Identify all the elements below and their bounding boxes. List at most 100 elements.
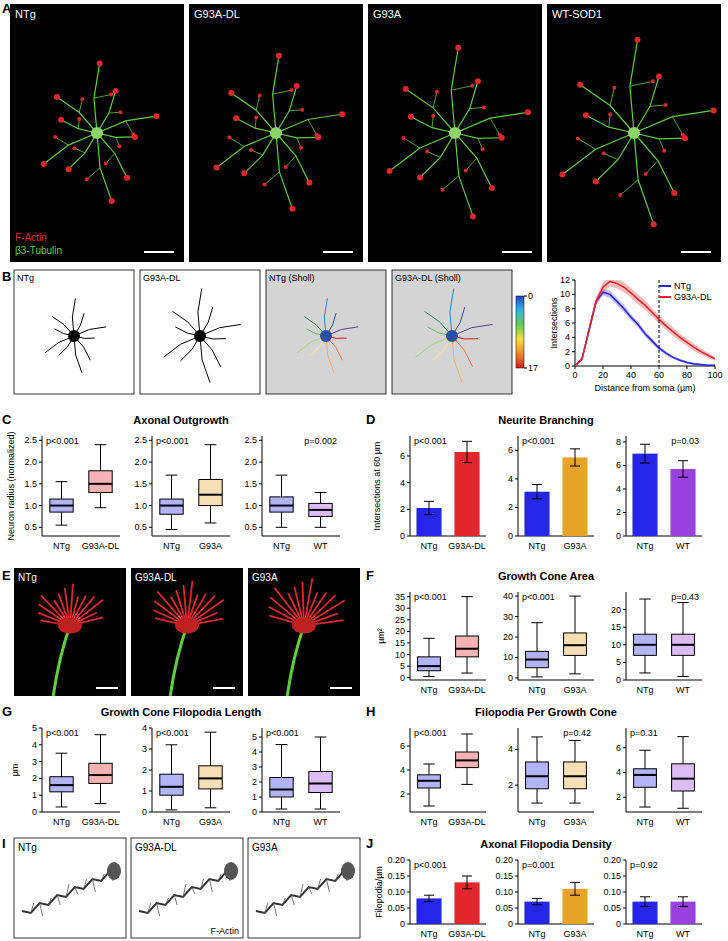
scale-bar [502, 251, 532, 253]
category-label: NTg [420, 817, 437, 827]
p-value: p<0.001 [46, 436, 79, 446]
y-tick [149, 749, 152, 750]
y-axis-label: µm [10, 764, 20, 777]
y-tick-label: 0 [508, 673, 513, 683]
y-tick [572, 337, 575, 338]
category-label: G93A-DL [448, 817, 486, 827]
soma [194, 330, 206, 342]
median [418, 780, 441, 782]
whisker [320, 737, 321, 772]
soma [68, 330, 80, 342]
whisker [537, 737, 538, 762]
p-value: p=0.42 [563, 728, 591, 738]
bar [416, 898, 441, 924]
tracing [14, 270, 134, 394]
category-label: NTg [420, 685, 437, 695]
whisker [281, 512, 282, 527]
whisker [467, 768, 468, 785]
category-label: G93A-DL [82, 541, 120, 551]
panel-letter: C [2, 412, 12, 427]
panel-letter: B [2, 269, 11, 284]
whisker [467, 734, 468, 752]
whisker-cap [205, 732, 217, 733]
y-tick [623, 512, 626, 513]
median [270, 789, 293, 791]
panel-letter: F [366, 568, 374, 583]
neurite [452, 336, 462, 383]
category-label: WT [676, 541, 690, 551]
whisker [61, 753, 62, 777]
y-tick-label: 2 [616, 507, 621, 517]
y-tick-label: 20 [503, 632, 513, 642]
scale-bar [144, 251, 174, 253]
y-tick [407, 924, 410, 925]
y-tick [407, 619, 410, 620]
whisker [171, 745, 172, 774]
growth-cone [711, 107, 717, 113]
box [456, 752, 479, 768]
y-tick-label: 4 [400, 478, 405, 488]
median [634, 774, 657, 776]
plot-area [416, 441, 479, 536]
neurite [94, 95, 111, 99]
y-tick-label: 2 [400, 789, 405, 799]
y-tick-label: 0 [616, 919, 621, 929]
micrograph-bg [248, 838, 360, 938]
error-bar [537, 898, 538, 904]
category-label: NTg [53, 541, 70, 551]
micrograph [189, 4, 363, 262]
y-tick-label: 0.10 [603, 887, 621, 897]
y-axis-label: Intersections at 60 µm [372, 442, 382, 531]
whisker [171, 475, 172, 499]
neurite [610, 88, 614, 106]
plot-area [418, 597, 479, 677]
tracing-bg [14, 270, 134, 394]
box [418, 775, 441, 788]
whisker-cap [461, 734, 472, 735]
image-label: G93A [252, 572, 278, 583]
median [89, 774, 112, 776]
y-tick-label: 0.15 [495, 871, 513, 881]
whisker [645, 599, 646, 634]
y-tick [259, 527, 262, 528]
growth-cone [58, 117, 64, 123]
whisker [683, 737, 684, 764]
growth-cone [58, 618, 82, 634]
colorbar-tick-label: 17 [528, 363, 538, 373]
growth-cone [294, 83, 300, 89]
category-label: NTg [636, 817, 653, 827]
category-label: NTg [528, 817, 545, 827]
median [526, 659, 549, 661]
plot-area [634, 737, 695, 809]
y-axis [410, 592, 411, 680]
filopodium [300, 884, 303, 897]
growth-cone [214, 165, 220, 171]
neurite [455, 133, 473, 216]
y-tick-label: 0 [400, 673, 405, 683]
soma [270, 127, 282, 139]
soma [446, 330, 458, 342]
growth-cone [124, 175, 130, 181]
whisker-cap [56, 481, 68, 482]
neurite [634, 110, 714, 133]
y-tick-label: 1 [32, 790, 37, 800]
micrograph-bg [14, 838, 126, 938]
chart-title: Axonal Filopodia Density [480, 838, 612, 850]
neurite [273, 90, 292, 94]
growth-cone [300, 108, 304, 112]
filopodium [218, 874, 221, 881]
plot-area [575, 280, 715, 366]
box [270, 778, 293, 798]
image-label: NTg [15, 8, 36, 20]
whisker-cap [569, 596, 580, 597]
error-bar [467, 876, 468, 889]
error-cap [640, 463, 650, 464]
growth-cone [671, 190, 677, 196]
growth-cone [113, 88, 119, 94]
y-tick [515, 596, 518, 597]
y-tick-label: 4 [400, 765, 405, 775]
filopodium [101, 874, 104, 881]
y-tick-label: 25 [395, 615, 405, 625]
y-tick [515, 785, 518, 786]
y-tick-label: 5 [32, 723, 37, 733]
